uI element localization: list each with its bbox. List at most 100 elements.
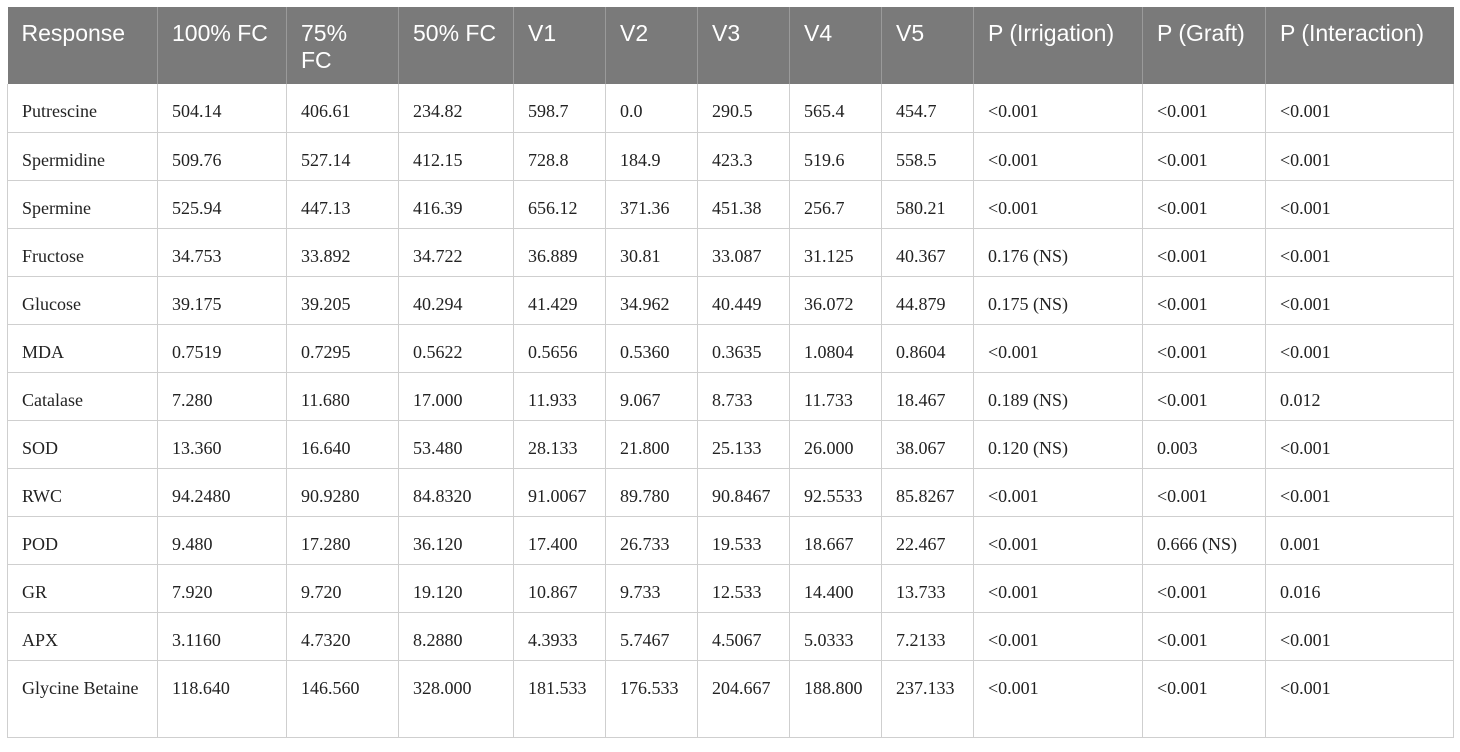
table-cell: 0.176 (NS) xyxy=(973,228,1143,277)
table-row: Spermidine 509.76 527.14 412.15 728.8 184.9 42… xyxy=(7,132,1454,181)
table-cell: 184.9 xyxy=(605,132,698,181)
table-cell: <0.001 xyxy=(973,612,1143,661)
table-cell: 18.467 xyxy=(881,372,974,421)
row-label-cell: Putrescine xyxy=(7,84,158,133)
table-cell: <0.001 xyxy=(973,84,1143,133)
table-cell: 36.120 xyxy=(398,516,514,565)
table-cell: 0.001 xyxy=(1265,516,1454,565)
table-cell: 0.5622 xyxy=(398,324,514,373)
table-cell: 40.294 xyxy=(398,276,514,325)
table-cell: <0.001 xyxy=(1142,564,1266,613)
table-cell: 7.920 xyxy=(157,564,287,613)
table-cell: 416.39 xyxy=(398,180,514,229)
table-cell: 4.7320 xyxy=(286,612,399,661)
table-cell: 525.94 xyxy=(157,180,287,229)
table-cell: 25.133 xyxy=(697,420,790,469)
table-cell: 36.889 xyxy=(513,228,606,277)
table-cell: <0.001 xyxy=(1142,180,1266,229)
table-cell: 94.2480 xyxy=(157,468,287,517)
table-cell: 451.38 xyxy=(697,180,790,229)
row-label-cell: SOD xyxy=(7,420,158,469)
row-label-cell: MDA xyxy=(7,324,158,373)
table-cell: 0.120 (NS) xyxy=(973,420,1143,469)
table-row: Glycine Betaine 118.640 146.560 328.000 181.… xyxy=(7,660,1454,738)
data-table: Response 100% FC 75% FC 50% FC V1 V2 V3 … xyxy=(7,7,1454,738)
table-cell: 18.667 xyxy=(789,516,882,565)
table-cell: 0.003 xyxy=(1142,420,1266,469)
table-cell: 40.449 xyxy=(697,276,790,325)
table-cell: 0.7295 xyxy=(286,324,399,373)
table-cell: <0.001 xyxy=(1265,276,1454,325)
table-cell: 11.680 xyxy=(286,372,399,421)
header-cell-v1: V1 xyxy=(513,7,606,84)
row-label-cell: Spermidine xyxy=(7,132,158,181)
table-cell: 5.0333 xyxy=(789,612,882,661)
table-cell: 527.14 xyxy=(286,132,399,181)
header-cell-v3: V3 xyxy=(697,7,790,84)
table-cell: 5.7467 xyxy=(605,612,698,661)
table-cell: 504.14 xyxy=(157,84,287,133)
table-cell: 598.7 xyxy=(513,84,606,133)
table-cell: 256.7 xyxy=(789,180,882,229)
table-cell: 17.000 xyxy=(398,372,514,421)
table-cell: 33.087 xyxy=(697,228,790,277)
table-cell: 423.3 xyxy=(697,132,790,181)
table-cell: 188.800 xyxy=(789,660,882,738)
table-cell: 7.2133 xyxy=(881,612,974,661)
table-cell: 92.5533 xyxy=(789,468,882,517)
table-cell: 580.21 xyxy=(881,180,974,229)
table-cell: <0.001 xyxy=(1265,84,1454,133)
table-cell: <0.001 xyxy=(973,324,1143,373)
table-cell: 118.640 xyxy=(157,660,287,738)
header-cell-response: Response xyxy=(7,7,158,84)
row-label-cell: RWC xyxy=(7,468,158,517)
table-cell: 84.8320 xyxy=(398,468,514,517)
table-cell: 454.7 xyxy=(881,84,974,133)
table-cell: 13.360 xyxy=(157,420,287,469)
table-cell: 447.13 xyxy=(286,180,399,229)
table-cell: 558.5 xyxy=(881,132,974,181)
table-cell: <0.001 xyxy=(1265,660,1454,738)
table-cell: 0.5656 xyxy=(513,324,606,373)
table-cell: <0.001 xyxy=(1265,132,1454,181)
table-cell: <0.001 xyxy=(1265,468,1454,517)
table-cell: 13.733 xyxy=(881,564,974,613)
table-cell: 328.000 xyxy=(398,660,514,738)
table-cell: 17.400 xyxy=(513,516,606,565)
table-cell: 19.533 xyxy=(697,516,790,565)
table-cell: 11.733 xyxy=(789,372,882,421)
table-cell: 204.667 xyxy=(697,660,790,738)
table-cell: <0.001 xyxy=(1142,468,1266,517)
table-cell: 34.962 xyxy=(605,276,698,325)
table-row: APX 3.1160 4.7320 8.2880 4.3933 5.7467 4.5067 5… xyxy=(7,612,1454,661)
table-cell: <0.001 xyxy=(1142,84,1266,133)
table-cell: 36.072 xyxy=(789,276,882,325)
table-row: Fructose 34.753 33.892 34.722 36.889 30.81 33.… xyxy=(7,228,1454,277)
header-cell-v5: V5 xyxy=(881,7,974,84)
table-cell: <0.001 xyxy=(973,468,1143,517)
table-header: Response 100% FC 75% FC 50% FC V1 V2 V3 … xyxy=(7,7,1454,84)
table-row: Catalase 7.280 11.680 17.000 11.933 9.067 8.73… xyxy=(7,372,1454,421)
table-cell: 53.480 xyxy=(398,420,514,469)
table-cell: 16.640 xyxy=(286,420,399,469)
data-table-container: Response 100% FC 75% FC 50% FC V1 V2 V3 … xyxy=(7,7,1454,745)
table-cell: 0.8604 xyxy=(881,324,974,373)
row-label-cell: Glycine Betaine xyxy=(7,660,158,738)
table-cell: 728.8 xyxy=(513,132,606,181)
table-cell: <0.001 xyxy=(1142,612,1266,661)
table-cell: <0.001 xyxy=(1265,420,1454,469)
row-label-cell: Spermine xyxy=(7,180,158,229)
table-cell: <0.001 xyxy=(973,564,1143,613)
table-cell: <0.001 xyxy=(973,660,1143,738)
row-label-cell: Fructose xyxy=(7,228,158,277)
table-cell: 0.3635 xyxy=(697,324,790,373)
header-cell-75-fc: 75% FC xyxy=(286,7,399,84)
table-cell: 44.879 xyxy=(881,276,974,325)
row-label-cell: APX xyxy=(7,612,158,661)
table-cell: 9.720 xyxy=(286,564,399,613)
table-cell: 1.0804 xyxy=(789,324,882,373)
table-cell: 656.12 xyxy=(513,180,606,229)
table-cell: 0.7519 xyxy=(157,324,287,373)
table-cell: 146.560 xyxy=(286,660,399,738)
table-cell: 39.205 xyxy=(286,276,399,325)
